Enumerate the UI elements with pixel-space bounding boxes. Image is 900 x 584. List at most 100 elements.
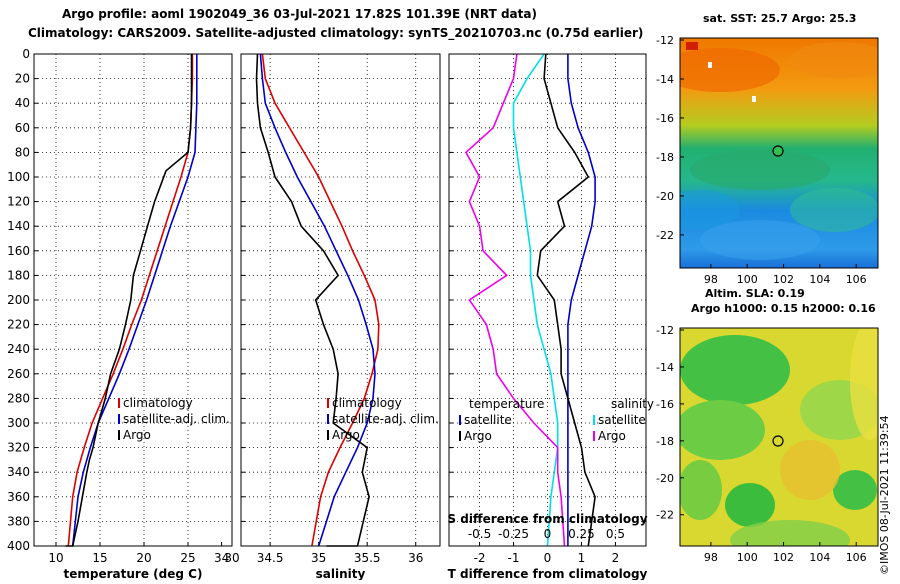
panel-frame: [240, 53, 441, 547]
depth-tick-label: 220: [7, 318, 30, 332]
series-satellite-adj-clim-: [71, 54, 198, 547]
lat-tick-label: -14: [656, 73, 674, 86]
depth-tick-label: 280: [7, 391, 30, 405]
lat-tick-label: -22: [656, 509, 674, 522]
panel-frame: [33, 53, 233, 547]
height-map-title: Argo h1000: 0.15 h2000: 0.16: [691, 302, 876, 315]
depth-tick-label: 120: [7, 195, 30, 209]
legend-label: climatology: [123, 396, 193, 410]
series-t-argo: [536, 53, 596, 547]
legend-label: satellite-adj. clim.: [123, 412, 230, 426]
lat-tick-label: -14: [656, 361, 674, 374]
x-tick-label: 0: [544, 551, 552, 565]
lon-tick-label: 102: [773, 273, 794, 286]
legend-title-temperature: temperature: [469, 397, 544, 411]
depth-tick-label: 100: [7, 170, 30, 184]
lon-tick-label: 102: [773, 551, 794, 564]
depth-tick-label: 140: [7, 219, 30, 233]
lat-tick-label: -20: [656, 472, 674, 485]
depth-tick-label: 20: [15, 72, 30, 86]
header-title-line2: Climatology: CARS2009. Satellite-adjuste…: [28, 26, 643, 41]
credit-stamp: ©IMOS 08-Jul-2021 11:39:54: [878, 415, 891, 575]
sst-map: sat. SST: 25.7 Argo: 25.3 -12 -14 -16 -18 -2…: [656, 12, 879, 300]
series-argo: [65, 54, 193, 547]
depth-tick-label: 340: [7, 465, 30, 479]
series-argo: [255, 53, 370, 547]
legend-label: satellite: [598, 413, 646, 427]
x-axis-label: temperature (deg C): [64, 567, 203, 580]
header-title-line1: Argo profile: aoml 1902049_36 03-Jul-202…: [62, 7, 537, 22]
legend-label: Argo: [332, 428, 360, 442]
legend-label: climatology: [332, 396, 402, 410]
lat-tick-label: -20: [656, 190, 674, 203]
depth-tick-label: 260: [7, 367, 30, 381]
x-tick-label: 10: [48, 551, 63, 565]
sla-label: Altim. SLA: 0.19: [705, 287, 805, 300]
legend-label: Argo: [123, 428, 151, 442]
sst-map-float-marker: [772, 145, 784, 157]
series-s-satellite: [512, 53, 559, 547]
lon-tick-label: 104: [809, 551, 830, 564]
salinity-panel: 34 34.5 35 35.5 36 salinity climatology satelli…: [214, 53, 441, 581]
depth-tick-label: 380: [7, 514, 30, 528]
x-axis-label: T difference from climatology: [448, 567, 648, 580]
x-tick-label: 2: [612, 551, 620, 565]
lat-tick-label: -12: [656, 324, 674, 337]
x-tick-label: 35: [311, 551, 326, 565]
temperature-panel: 10 15 20 25 30 temperature (deg C) climatology…: [33, 53, 240, 581]
lat-tick-label: -22: [656, 229, 674, 242]
x-tick-label: -1: [508, 551, 520, 565]
x-tick-label: 34: [214, 551, 229, 565]
depth-axis: 0 20 40 60 80 100 120 140 160 180 200 220 240 260 280 3…: [7, 47, 30, 553]
depth-tick-label: 400: [7, 539, 30, 553]
lon-tick-label: 104: [809, 273, 830, 286]
depth-tick-label: 160: [7, 244, 30, 258]
series-s-argo: [464, 53, 566, 547]
depth-tick-label: 180: [7, 268, 30, 282]
depth-tick-label: 60: [15, 121, 30, 135]
x-tick-label: 25: [180, 551, 195, 565]
depth-tick-label: 200: [7, 293, 30, 307]
x-tick-label: 35.5: [354, 551, 381, 565]
x-axis-label: salinity: [316, 567, 366, 580]
depth-tick-label: 320: [7, 441, 30, 455]
x-tick-label: 1: [578, 551, 586, 565]
lat-tick-label: -12: [656, 34, 674, 47]
x-tick-label: -2: [474, 551, 486, 565]
legend-label: satellite: [464, 413, 512, 427]
x-tick-label: 36: [408, 551, 423, 565]
height-map: Argo h1000: 0.15 h2000: 0.16 -12 -14 -16 -1…: [656, 302, 879, 564]
depth-tick-label: 360: [7, 490, 30, 504]
series-climatology: [261, 53, 380, 547]
sst-map-title: sat. SST: 25.7 Argo: 25.3: [703, 12, 856, 25]
legend-label: Argo: [464, 429, 492, 443]
panel-frame: [448, 53, 647, 547]
lon-tick-label: 98: [704, 273, 718, 286]
s-tick-label: 0.25: [568, 527, 595, 541]
x-tick-label: 34.5: [257, 551, 284, 565]
s-difference-axis-label: S difference from climatology: [447, 512, 647, 526]
depth-tick-label: 240: [7, 342, 30, 356]
legend-title-salinity: salinity: [611, 397, 654, 411]
lat-tick-label: -18: [656, 151, 674, 164]
x-tick-label: 30: [224, 551, 239, 565]
depth-tick-label: 0: [22, 47, 30, 61]
lon-tick-label: 100: [737, 551, 758, 564]
legend-label: satellite-adj. clim.: [332, 412, 439, 426]
lat-tick-label: -16: [656, 398, 674, 411]
lon-tick-label: 98: [704, 551, 718, 564]
x-tick-label: 20: [136, 551, 151, 565]
x-tick-label: 15: [92, 551, 107, 565]
depth-tick-label: 40: [15, 96, 30, 110]
s-tick-label: 0: [544, 527, 552, 541]
depth-tick-label: 300: [7, 416, 30, 430]
lon-tick-label: 106: [846, 551, 867, 564]
s-tick-label: -0.25: [498, 527, 529, 541]
series-satellite-adj-clim-: [259, 53, 376, 547]
depth-tick-label: 80: [15, 145, 30, 159]
lat-tick-label: -16: [656, 112, 674, 125]
difference-panel: -2 -1 0 1 2 T difference from climatology temp…: [447, 53, 654, 581]
series-t-satellite: [567, 54, 596, 546]
lon-tick-label: 106: [846, 273, 867, 286]
